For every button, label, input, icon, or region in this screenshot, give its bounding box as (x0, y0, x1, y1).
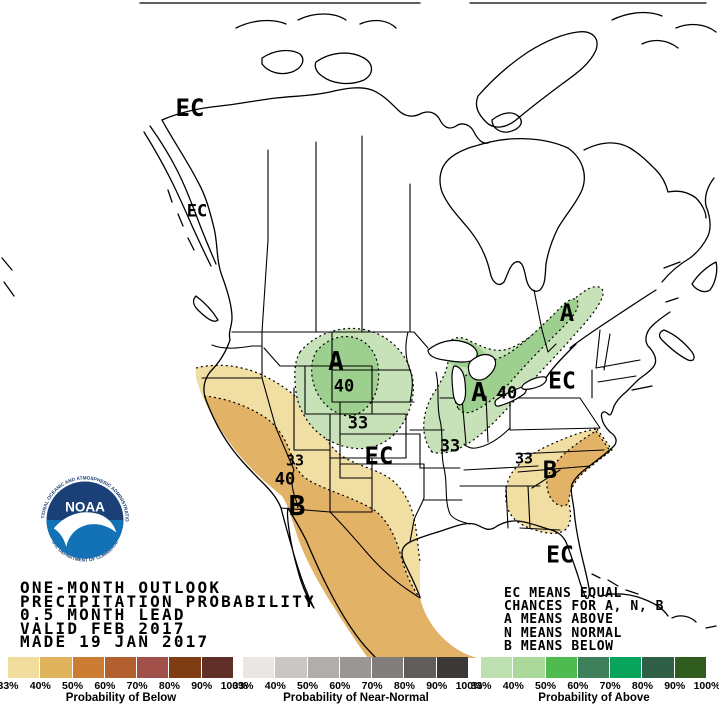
lake-huron (467, 353, 497, 381)
lake-michigan (451, 365, 467, 406)
noaa-seagull-icon (53, 512, 117, 548)
ec-legend-line-1: CHANCES FOR A, N, B (504, 599, 665, 615)
great-lakes (427, 339, 547, 407)
contour-below-southwest-40 (203, 395, 421, 599)
ec-legend-line-2: A MEANS ABOVE (504, 612, 614, 628)
lake-ontario (521, 376, 547, 390)
title-line-0: ONE-MONTH OUTLOOK (20, 578, 222, 597)
region-below-southwest-40 (204, 396, 478, 658)
region-above-nplains-40 (311, 335, 380, 417)
ec-legend-line-3: N MEANS NORMAL (504, 625, 622, 641)
title-block: ONE-MONTH OUTLOOK PRECIPITATION PROBABILI… (20, 578, 316, 652)
title-line-4: MADE 19 JAN 2017 (20, 632, 210, 652)
ec-legend-line-0: EC MEANS EQUAL (504, 586, 622, 601)
noaa-wordmark: NOAA (65, 500, 105, 515)
region-below-southeast-40 (546, 430, 611, 507)
title-line-3: VALID FEB 2017 (20, 618, 186, 638)
lake-erie (494, 386, 527, 407)
title-line-1: PRECIPITATION PROBABILITY (20, 591, 316, 611)
political-borders (201, 135, 641, 599)
ec-legend-line-4: B MEANS BELOW (504, 638, 614, 654)
noaa-logo: NATIONAL OCEANIC AND ATMOSPHERIC ADMINIS… (33, 468, 135, 570)
title-line-2: 0.5 MONTH LEAD (20, 605, 186, 625)
coastlines (1, 2, 718, 659)
